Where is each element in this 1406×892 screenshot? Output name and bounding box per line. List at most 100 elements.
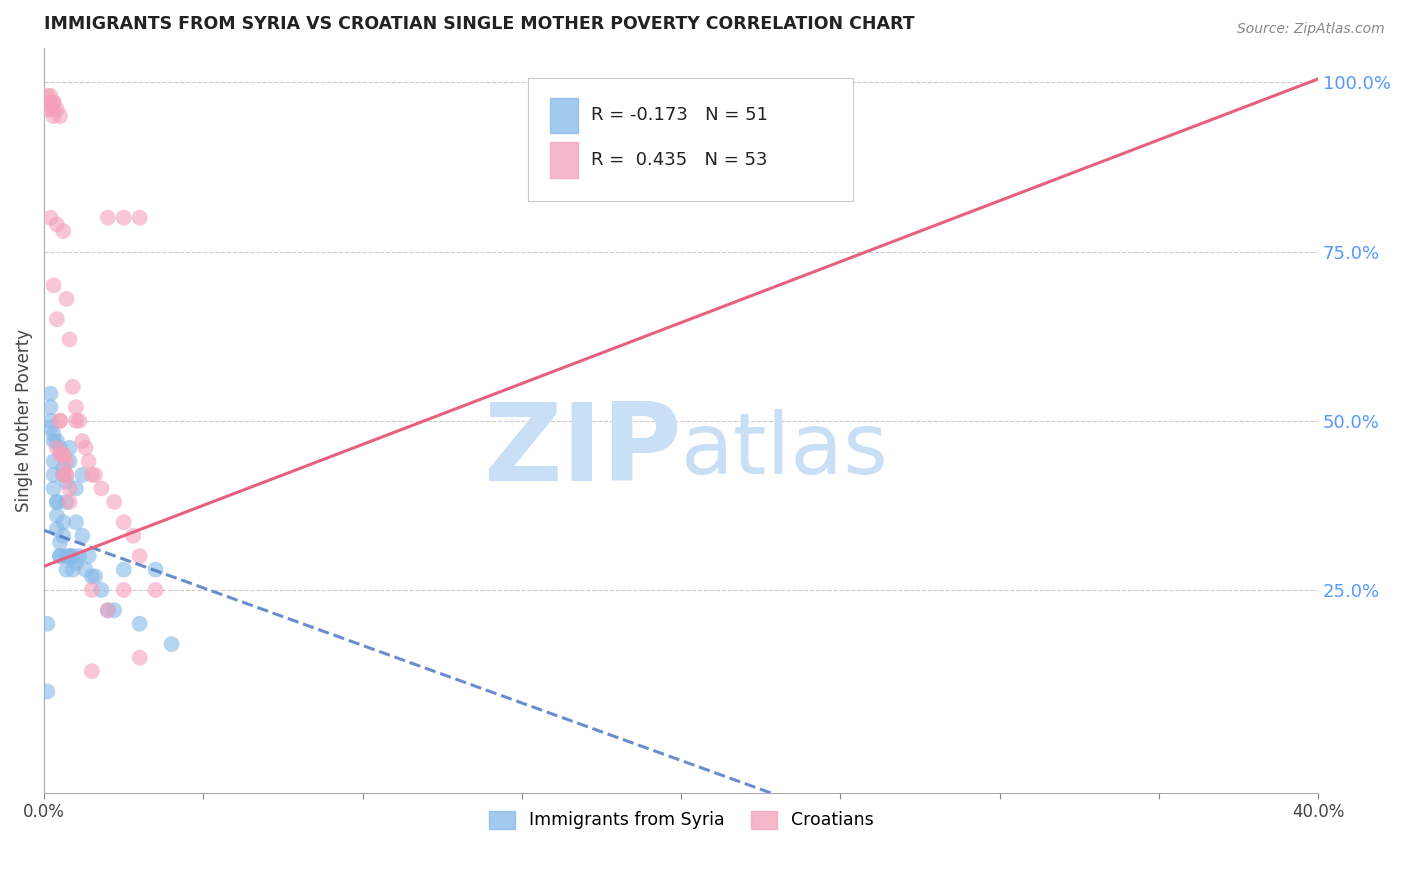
- Point: [42, 454, 65, 468]
- Point: [45, 103, 67, 117]
- Point: [55, 549, 77, 563]
- Point: [37, 684, 59, 698]
- Text: IMMIGRANTS FROM SYRIA VS CROATIAN SINGLE MOTHER POVERTY CORRELATION CHART: IMMIGRANTS FROM SYRIA VS CROATIAN SINGLE…: [44, 15, 915, 33]
- Point: [37, 616, 59, 631]
- Point: [45, 218, 67, 232]
- Point: [39, 103, 62, 117]
- Point: [49, 549, 72, 563]
- Point: [42, 95, 65, 110]
- Point: [55, 563, 77, 577]
- Point: [112, 211, 135, 225]
- Point: [42, 467, 65, 482]
- Point: [65, 400, 87, 414]
- Point: [55, 454, 77, 468]
- Point: [112, 515, 135, 529]
- Point: [49, 414, 72, 428]
- Point: [65, 515, 87, 529]
- Point: [80, 664, 103, 678]
- Point: [45, 522, 67, 536]
- Point: [58, 549, 80, 563]
- Point: [55, 292, 77, 306]
- Point: [112, 582, 135, 597]
- Point: [52, 515, 75, 529]
- Point: [72, 467, 94, 482]
- Text: atlas: atlas: [681, 409, 889, 492]
- Point: [58, 333, 80, 347]
- Point: [84, 467, 107, 482]
- Point: [45, 312, 67, 326]
- Point: [49, 441, 72, 455]
- Point: [72, 529, 94, 543]
- Point: [52, 467, 75, 482]
- Point: [55, 467, 77, 482]
- Point: [52, 448, 75, 462]
- Point: [128, 650, 150, 665]
- Text: ZIP: ZIP: [482, 398, 681, 503]
- Point: [52, 467, 75, 482]
- Text: R =  0.435   N = 53: R = 0.435 N = 53: [591, 151, 768, 169]
- Point: [97, 603, 120, 617]
- Point: [52, 448, 75, 462]
- Point: [52, 224, 75, 238]
- Point: [128, 211, 150, 225]
- Point: [42, 109, 65, 123]
- Point: [160, 637, 183, 651]
- Point: [45, 495, 67, 509]
- Point: [72, 434, 94, 448]
- Point: [42, 278, 65, 293]
- Text: R = -0.173   N = 51: R = -0.173 N = 51: [591, 106, 768, 125]
- Bar: [550, 142, 578, 178]
- Point: [42, 434, 65, 448]
- Point: [55, 467, 77, 482]
- Point: [58, 549, 80, 563]
- Y-axis label: Single Mother Poverty: Single Mother Poverty: [15, 329, 32, 512]
- Point: [39, 420, 62, 434]
- Point: [67, 549, 90, 563]
- Point: [67, 414, 90, 428]
- Point: [49, 549, 72, 563]
- Point: [58, 454, 80, 468]
- Point: [42, 95, 65, 110]
- FancyBboxPatch shape: [529, 78, 853, 201]
- Point: [90, 482, 112, 496]
- Point: [128, 549, 150, 563]
- Point: [39, 88, 62, 103]
- Point: [42, 482, 65, 496]
- Point: [103, 495, 125, 509]
- Point: [45, 508, 67, 523]
- Point: [62, 549, 84, 563]
- Point: [77, 454, 100, 468]
- Point: [65, 556, 87, 570]
- Point: [55, 475, 77, 489]
- Point: [80, 582, 103, 597]
- Point: [37, 88, 59, 103]
- Point: [45, 434, 67, 448]
- Point: [145, 582, 167, 597]
- Point: [77, 549, 100, 563]
- Point: [97, 603, 120, 617]
- Point: [39, 95, 62, 110]
- Point: [55, 495, 77, 509]
- Point: [45, 441, 67, 455]
- Point: [42, 103, 65, 117]
- Point: [42, 427, 65, 442]
- Point: [37, 103, 59, 117]
- Point: [65, 482, 87, 496]
- Point: [75, 563, 97, 577]
- Point: [97, 211, 120, 225]
- Point: [80, 569, 103, 583]
- Point: [103, 603, 125, 617]
- Point: [75, 441, 97, 455]
- Point: [112, 563, 135, 577]
- Point: [45, 495, 67, 509]
- Point: [39, 386, 62, 401]
- Point: [58, 495, 80, 509]
- Point: [65, 414, 87, 428]
- Bar: [550, 97, 578, 133]
- Point: [58, 441, 80, 455]
- Point: [39, 400, 62, 414]
- Point: [49, 448, 72, 462]
- Point: [84, 569, 107, 583]
- Point: [39, 414, 62, 428]
- Point: [58, 482, 80, 496]
